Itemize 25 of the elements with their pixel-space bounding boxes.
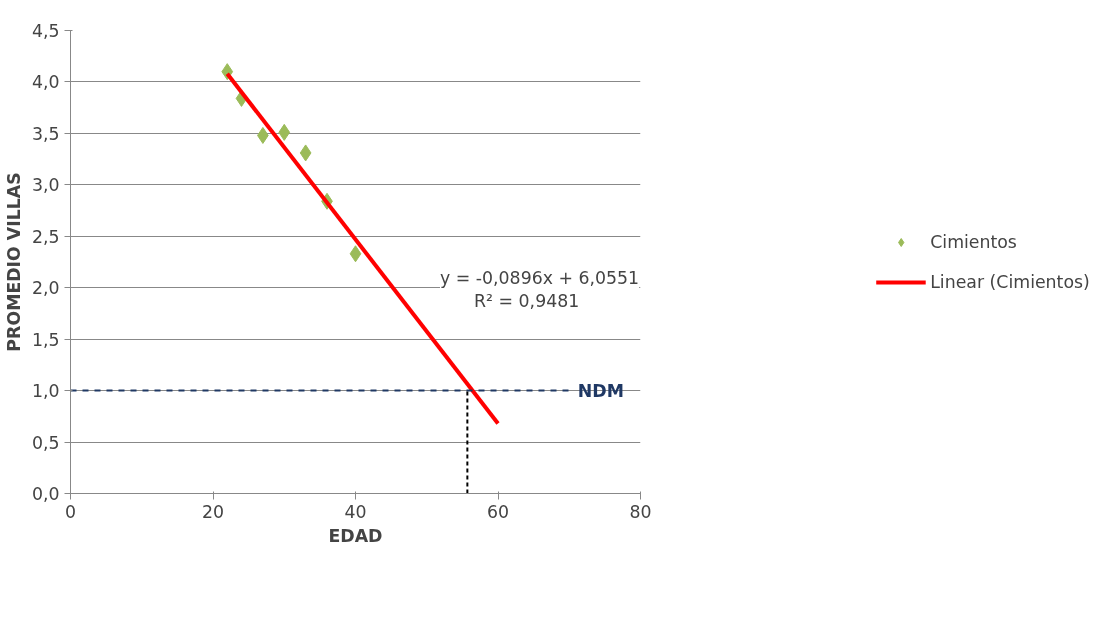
x-tick-label: 0 <box>64 501 77 522</box>
y-tick-label: 4,0 <box>31 72 60 93</box>
x-tick-label: 20 <box>201 501 225 522</box>
y-tick-label: 1,0 <box>31 381 60 402</box>
point <box>349 245 362 263</box>
x-tick-label: 80 <box>629 501 652 522</box>
y-tick-label: 2,0 <box>31 278 60 299</box>
ref-line-label: NDM <box>577 380 624 401</box>
legend-label: Cimientos <box>930 231 1017 252</box>
point <box>278 123 291 141</box>
y-tick-label: 3,0 <box>31 175 60 196</box>
y-axis-title: PROMEDIO VILLAS <box>3 172 24 352</box>
y-tick-label: 1,5 <box>31 329 60 350</box>
y-tick-label: 2,5 <box>31 226 60 247</box>
x-tick-label: 40 <box>344 501 367 522</box>
legend-label: Linear (Cimientos) <box>930 271 1090 292</box>
point <box>299 144 312 162</box>
x-axis-title: EDAD <box>328 525 383 546</box>
y-tick-label: 4,5 <box>31 21 60 41</box>
annotation: y = -0,0896x + 6,0551 <box>440 268 640 289</box>
y-tick-label: 0,0 <box>31 484 60 504</box>
y-tick-label: 3,5 <box>31 123 60 144</box>
y-tick-label: 0,5 <box>31 432 60 453</box>
x-tick-label: 60 <box>486 501 510 522</box>
annotation: R² = 0,9481 <box>474 291 580 312</box>
